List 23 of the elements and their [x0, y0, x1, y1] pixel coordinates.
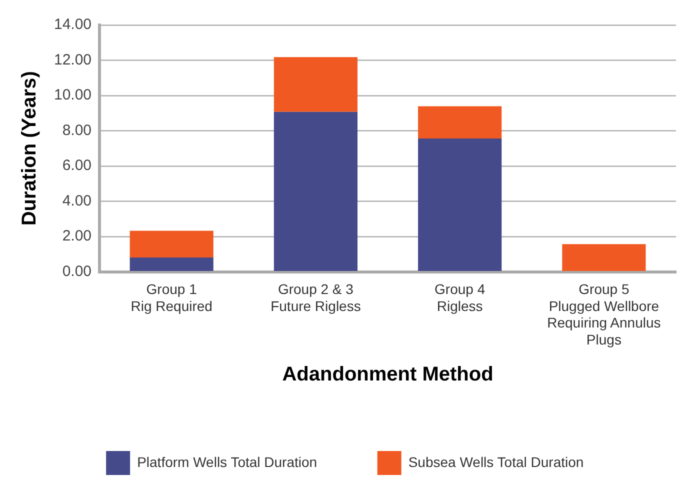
- y-tick-label: 2.00: [62, 228, 92, 245]
- x-tick-label: Group 1 Rig Required: [130, 281, 212, 314]
- y-tick-label: 14.00: [54, 16, 92, 34]
- y-axis-title: Duration (Years): [18, 71, 41, 226]
- x-tick-label: Group 5 Plugged Wellbore Requiring Annulus Plugs: [547, 281, 661, 348]
- x-tick-label: Group 2 & 3 Future Rigless: [270, 281, 361, 314]
- y-tick-label: 12.00: [54, 51, 92, 68]
- bar: [562, 244, 646, 272]
- x-axis-title: Adandonment Method: [282, 364, 494, 386]
- y-tick-label: 4.00: [62, 192, 92, 210]
- bar: [274, 112, 358, 272]
- y-tick-label: 6.00: [62, 157, 92, 174]
- legend-label: Subsea Wells Total Duration: [408, 454, 584, 470]
- y-tick-label: 10.00: [54, 86, 92, 104]
- bar: [130, 258, 214, 272]
- legend-label: Platform Wells Total Duration: [137, 454, 318, 470]
- bar: [130, 230, 214, 258]
- x-tick-label: Group 4 Rigless: [434, 281, 486, 314]
- bar: [418, 106, 502, 139]
- bar: [418, 138, 502, 272]
- y-tick-label: 0.00: [62, 262, 92, 280]
- y-tick-label: 8.00: [62, 122, 92, 139]
- bar: [274, 57, 358, 112]
